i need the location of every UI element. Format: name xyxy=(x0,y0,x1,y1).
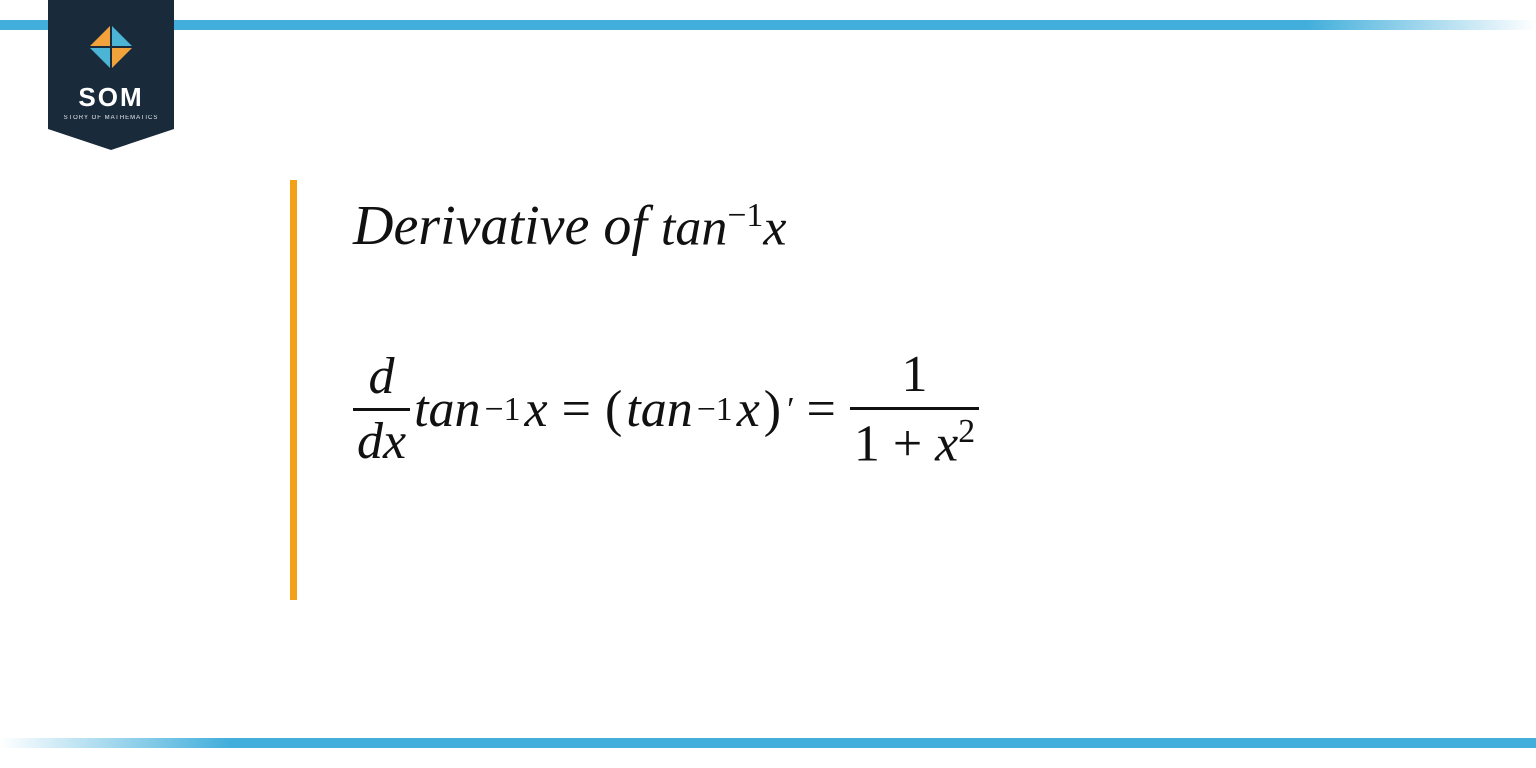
rparen: ) xyxy=(764,380,781,439)
lhs-func: tan xyxy=(414,380,480,439)
mid-func: tan xyxy=(626,380,692,439)
mid-exponent: −1 xyxy=(697,391,733,429)
brand-badge: SOM STORY OF MATHEMATICS xyxy=(48,0,174,150)
equals-2: = xyxy=(797,380,846,439)
title-prefix: Derivative of xyxy=(353,194,647,258)
mid-variable: x xyxy=(737,380,760,439)
lhs-exponent: −1 xyxy=(485,391,521,429)
som-logo-icon xyxy=(84,20,138,74)
bottom-accent-bar xyxy=(0,738,1536,748)
fraction-bar xyxy=(850,407,979,410)
fraction-bar xyxy=(353,408,410,411)
rhs-den-var: x xyxy=(935,415,958,472)
lparen: ( xyxy=(605,380,622,439)
ddx-numerator: d xyxy=(365,350,399,405)
lhs-variable: x xyxy=(525,380,548,439)
top-accent-bar xyxy=(0,20,1536,30)
ddx-fraction: d dx xyxy=(353,350,410,470)
ddx-denominator: dx xyxy=(353,415,410,470)
rhs-den-lead: 1 + xyxy=(854,415,935,472)
rhs-numerator: 1 xyxy=(898,348,932,403)
slide-title: Derivative of tan−1x xyxy=(353,194,979,258)
content-block: Derivative of tan−1x d dx tan−1x = (tan−… xyxy=(290,180,979,600)
title-exponent: −1 xyxy=(727,197,763,234)
equals-1: = xyxy=(552,380,601,439)
rhs-den-exp: 2 xyxy=(958,413,975,450)
logo-acronym: SOM xyxy=(48,82,174,113)
prime-mark: ′ xyxy=(785,391,792,429)
title-math: tan−1x xyxy=(661,197,787,257)
logo-tagline: STORY OF MATHEMATICS xyxy=(48,115,174,121)
title-func: tan xyxy=(661,199,727,256)
formula: d dx tan−1x = (tan−1x)′ = 1 1 + x2 xyxy=(353,348,979,472)
rhs-fraction: 1 1 + x2 xyxy=(850,348,979,472)
title-variable: x xyxy=(763,199,786,256)
rhs-denominator: 1 + x2 xyxy=(850,414,979,472)
